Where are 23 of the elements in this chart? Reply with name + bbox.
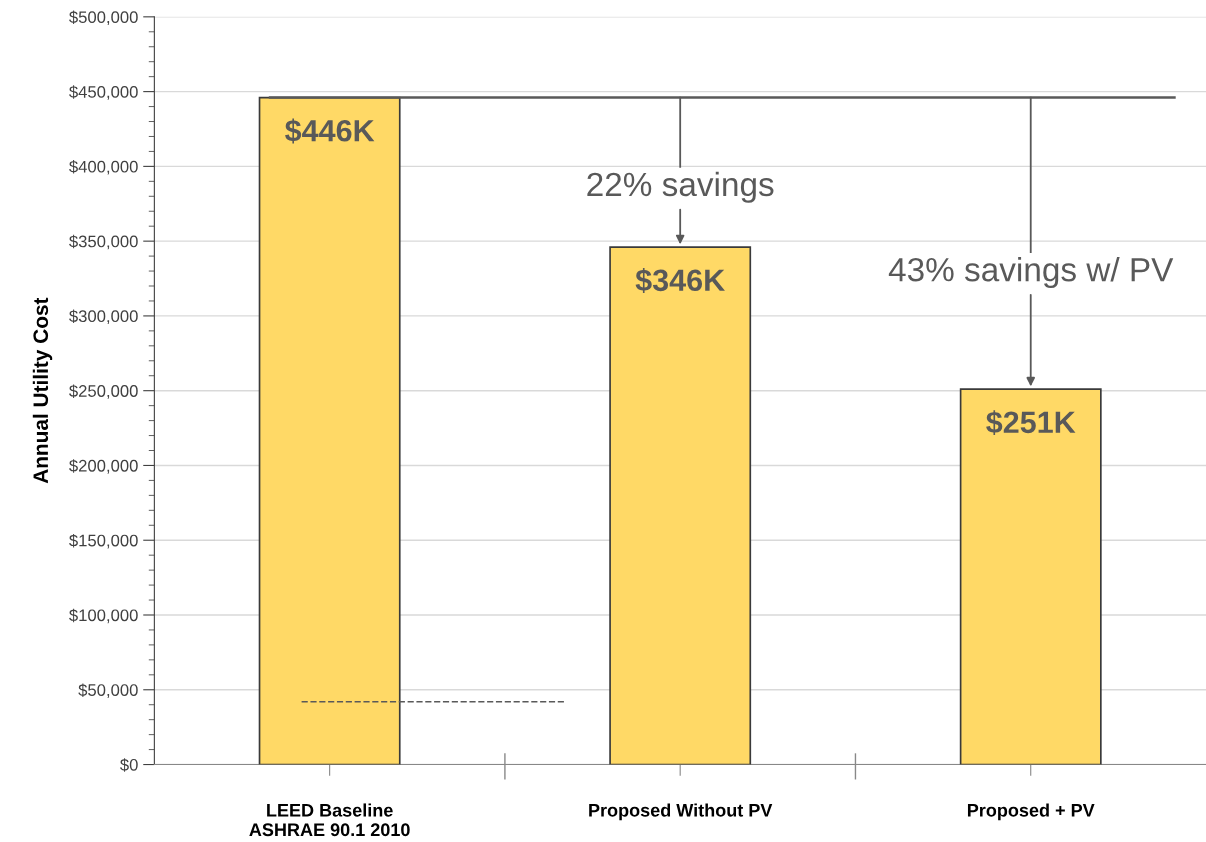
y-tick-label: $100,000 [69,608,138,624]
bar [959,388,1102,765]
y-tick-label: $400,000 [69,160,138,175]
y-tick-label: $250,000 [69,384,138,399]
data-label: $346K [635,268,725,294]
annotation: 22% savings [587,171,774,203]
bar [258,96,401,765]
x-tick-label: Proposed Without PV [589,803,773,821]
x-tick-label: Proposed + PV [967,803,1095,821]
data-label: $446K [285,118,375,144]
y-axis-title: Annual Utility Cost [32,297,53,484]
y-tick-label: $350,000 [69,234,138,250]
y-tick-label: $300,000 [69,309,138,325]
x-tick-label: LEED Baseline ASHRAE 90.1 2010 [249,803,410,837]
bar [609,246,752,765]
annotation: 43% savings w/ PV [888,257,1174,289]
y-tick-label: $0 [120,758,138,772]
y-tick-label: $50,000 [78,683,138,698]
y-tick-label: $450,000 [69,85,138,100]
y-tick-label: $500,000 [69,10,138,26]
y-tick-label: $150,000 [69,533,138,549]
y-tick-label: $200,000 [69,459,138,474]
data-label: $251K [986,410,1076,436]
